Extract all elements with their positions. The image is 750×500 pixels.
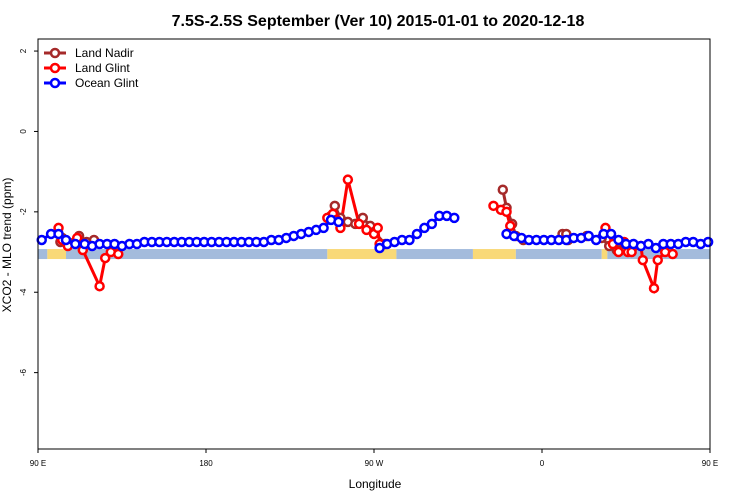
x-tick-label: 90 W bbox=[365, 459, 384, 468]
band-segment-land bbox=[472, 249, 516, 260]
data-point-ocean-glint bbox=[60, 234, 72, 246]
data-point-ocean-glint bbox=[53, 228, 64, 240]
data-point-land-glint bbox=[648, 282, 660, 294]
data-point-land-glint bbox=[353, 218, 365, 230]
data-point-ocean-glint bbox=[419, 222, 430, 234]
data-point-land-glint bbox=[613, 246, 624, 258]
x-tick-label: 0 bbox=[540, 459, 545, 468]
legend-marker-land-nadir bbox=[49, 47, 61, 59]
legend-marker-land-glint bbox=[49, 62, 61, 74]
data-point-land-glint bbox=[637, 254, 649, 266]
data-point-ocean-glint bbox=[426, 218, 438, 230]
band-segment-land bbox=[601, 249, 608, 260]
data-point-ocean-glint bbox=[583, 230, 594, 242]
data-point-land-glint bbox=[94, 280, 105, 292]
data-point-ocean-glint bbox=[411, 228, 423, 240]
data-point-ocean-glint bbox=[449, 212, 460, 224]
legend-label-ocean-glint: Ocean Glint bbox=[75, 76, 139, 90]
data-point-ocean-glint bbox=[318, 222, 329, 234]
data-point-ocean-glint bbox=[333, 216, 344, 228]
x-axis-label: Longitude bbox=[349, 477, 402, 491]
data-point-land-nadir bbox=[497, 184, 509, 195]
data-point-land-glint bbox=[667, 248, 678, 260]
band-segment-ocean bbox=[396, 249, 473, 260]
legend-label-land-nadir: Land Nadir bbox=[75, 46, 134, 60]
band-segment-ocean bbox=[515, 249, 602, 260]
x-axis: 90 E 180 90 W 0 90 E bbox=[30, 449, 718, 468]
y-tick-label: -6 bbox=[19, 369, 28, 377]
data-point-land-glint bbox=[501, 206, 512, 218]
data-point-ocean-glint bbox=[36, 234, 47, 246]
surface-band bbox=[38, 249, 710, 260]
data-point-land-glint bbox=[626, 246, 637, 258]
data-point-ocean-glint bbox=[404, 234, 415, 246]
band-segment-ocean bbox=[38, 249, 48, 260]
chart-title: 7.5S-2.5S September (Ver 10) 2015-01-01 … bbox=[172, 13, 585, 30]
data-point-land-glint bbox=[361, 224, 372, 236]
data-point-land-glint bbox=[113, 248, 124, 260]
x-tick-label: 90 E bbox=[702, 459, 718, 468]
data-point-ocean-glint bbox=[702, 236, 714, 248]
legend-label-land-glint: Land Glint bbox=[75, 61, 130, 75]
data-point-land-glint bbox=[342, 174, 354, 185]
data-point-ocean-glint bbox=[374, 242, 385, 254]
y-tick-label: -4 bbox=[19, 288, 28, 296]
data-point-ocean-glint bbox=[650, 242, 662, 254]
band-segment-ocean bbox=[66, 249, 328, 260]
data-point-land-nadir bbox=[329, 200, 341, 212]
data-point-ocean-glint bbox=[643, 238, 654, 250]
data-point-ocean-glint bbox=[613, 234, 624, 246]
band-segment-ocean bbox=[607, 249, 710, 260]
y-tick-label: -2 bbox=[19, 208, 28, 216]
band-segment-land bbox=[327, 249, 397, 260]
data-point-land-glint bbox=[99, 252, 111, 264]
data-point-ocean-glint bbox=[70, 238, 81, 250]
data-point-ocean-glint bbox=[605, 228, 617, 240]
data-point-land-glint bbox=[488, 200, 499, 212]
data-point-land-glint bbox=[372, 222, 383, 234]
data-point-land-glint bbox=[652, 254, 663, 266]
legend-marker-ocean-glint bbox=[49, 77, 61, 89]
x-tick-label: 180 bbox=[199, 459, 213, 468]
band-segment-land bbox=[47, 249, 66, 260]
data-point-ocean-glint bbox=[590, 234, 602, 246]
y-tick-label: 2 bbox=[19, 48, 28, 53]
series-points bbox=[36, 174, 714, 294]
y-axis: 2 0 -2 -4 -6 bbox=[19, 48, 38, 376]
y-axis-label: XCO2 - MLO trend (ppm) bbox=[0, 178, 14, 313]
x-tick-label: 90 E bbox=[30, 459, 46, 468]
data-point-land-glint bbox=[505, 220, 516, 232]
y-tick-label: 0 bbox=[19, 129, 28, 134]
